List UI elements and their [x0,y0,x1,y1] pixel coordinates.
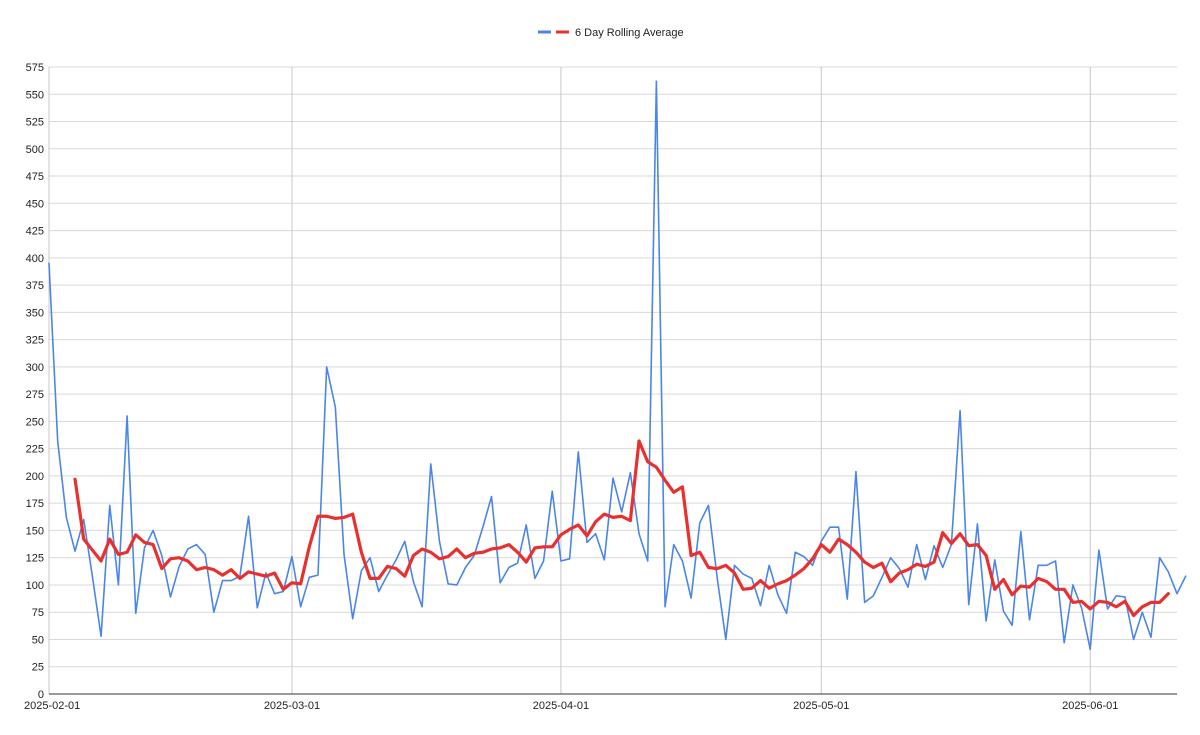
x-tick-label: 2025-06-01 [1062,700,1118,712]
y-tick-label: 175 [26,498,44,510]
y-tick-label: 425 [26,226,44,238]
x-tick-label: 2025-02-01 [24,700,80,712]
x-tick-label: 2025-03-01 [264,700,320,712]
series-line-rolling-average [73,439,1170,618]
y-tick-label: 100 [26,580,44,592]
y-tick-label: 275 [26,389,44,401]
y-tick-label: 125 [26,553,44,565]
y-tick-label: 300 [26,362,44,374]
legend: 6 Day Rolling Average [538,27,684,39]
y-tick-label: 525 [26,117,44,129]
y-tick-label: 25 [32,662,44,674]
y-tick-label: 0 [38,689,44,701]
y-tick-label: 375 [26,280,44,292]
y-tick-label: 400 [26,253,44,265]
y-tick-label: 75 [32,607,44,619]
x-tick-label: 2025-04-01 [533,700,589,712]
y-tick-label: 150 [26,525,44,537]
x-axis-tick-labels: 2025-02-01 2025-03-01 2025-04-01 2025-05-01… [24,700,1118,712]
y-tick-label: 50 [32,634,44,646]
y-tick-label: 250 [26,416,44,428]
y-tick-label: 500 [26,144,44,156]
y-tick-label: 325 [26,335,44,347]
legend-label-rolling-average: 6 Day Rolling Average [575,27,684,39]
y-tick-label: 450 [26,198,44,210]
y-tick-label: 475 [26,171,44,183]
series-lines [48,80,1187,651]
y-tick-label: 200 [26,471,44,483]
y-axis-tick-labels: 0 25 50 75 100 125 150 175 200 225 250 275 300 325 350… [26,62,44,701]
series-line-daily [48,80,1187,651]
y-tick-label: 575 [26,62,44,74]
y-tick-label: 550 [26,89,44,101]
x-tick-label: 2025-05-01 [793,700,849,712]
y-tick-label: 225 [26,444,44,456]
y-tick-label: 350 [26,307,44,319]
gridlines [48,66,1177,694]
